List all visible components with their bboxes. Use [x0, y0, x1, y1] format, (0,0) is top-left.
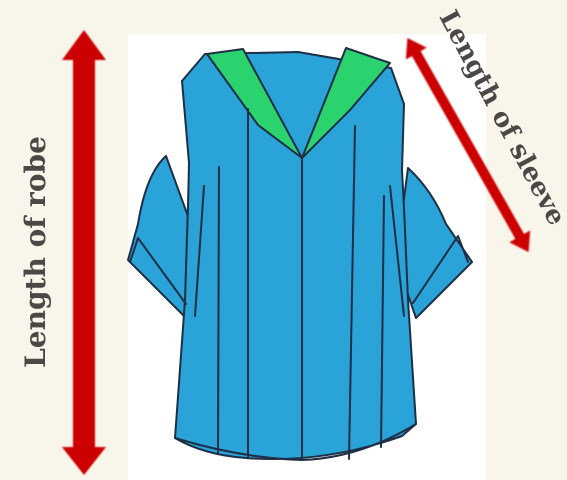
sleeve-cuff-right: [412, 235, 469, 304]
robe-arrow-shaft: [73, 57, 95, 450]
pleat-right-outer: [380, 195, 385, 448]
arm-fold-left: [194, 185, 205, 317]
right-sleeve: [395, 167, 473, 319]
sleeve-length-arrow: [405, 37, 531, 253]
sleeve-arrow-top-head: [405, 37, 427, 60]
sleeve-arrow-bottom-head: [509, 230, 531, 253]
robe-arrow-top-head: [62, 30, 106, 60]
collar-right-panel: [301, 47, 391, 159]
arm-fold-right: [389, 185, 405, 317]
pleat-left-outer: [217, 166, 220, 455]
robe-arrow-bottom-head: [62, 447, 106, 475]
sleeve-cuff-left: [129, 237, 187, 305]
pleat-right-inner: [348, 125, 356, 460]
robe-length-arrow: [62, 30, 106, 475]
graduation-robe-icon: [127, 47, 473, 461]
sleeve-arrow-shaft: [410, 49, 526, 241]
length-of-robe-label: Length of robe: [19, 136, 52, 368]
hem-line: [174, 423, 417, 461]
robe-body: [174, 51, 417, 461]
